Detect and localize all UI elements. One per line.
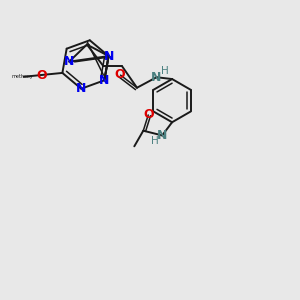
Text: methoxy: methoxy <box>12 74 34 79</box>
Text: N: N <box>103 50 114 63</box>
Text: O: O <box>143 108 154 121</box>
Text: N: N <box>157 129 167 142</box>
Text: O: O <box>36 68 47 82</box>
Text: O: O <box>115 68 125 81</box>
Text: N: N <box>64 55 74 68</box>
Text: N: N <box>76 82 86 95</box>
Text: N: N <box>99 74 110 87</box>
Text: H: H <box>151 136 158 146</box>
Text: N: N <box>151 71 162 84</box>
Text: H: H <box>161 66 169 76</box>
